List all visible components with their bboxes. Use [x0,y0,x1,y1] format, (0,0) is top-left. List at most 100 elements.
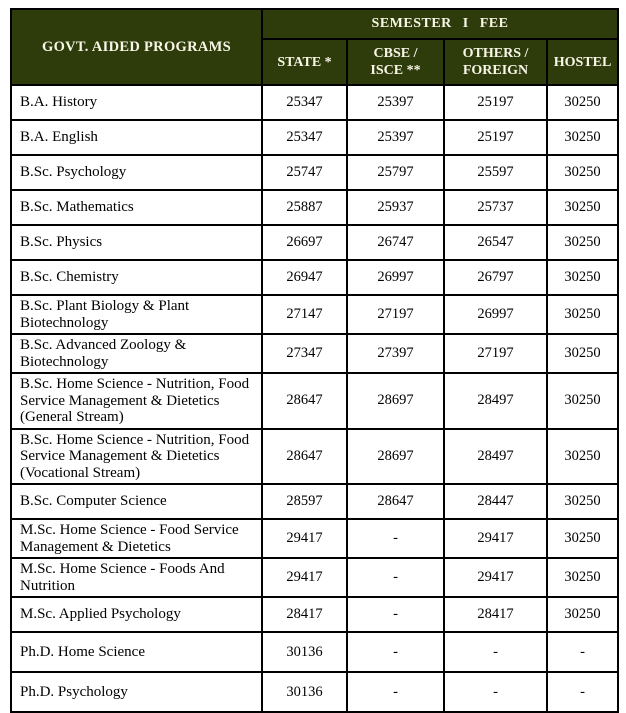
table-row: M.Sc. Applied Psychology 28417-28417 30250 [10,596,619,633]
hostel-fee-cell: 30250 [546,189,619,226]
table-row: B.Sc. Plant Biology & Plant Biotechnolog… [10,294,619,335]
cbse-isce-fee-cell: 26747 [346,224,445,261]
others-foreign-fee-cell: - [443,631,548,673]
table-row: M.Sc. Home Science - Foods And Nutrition… [10,557,619,598]
others-foreign-fee-cell: 28417 [443,596,548,633]
others-foreign-fee-cell: 25197 [443,84,548,121]
table-row: B.Sc. Home Science - Nutrition, Food Ser… [10,372,619,430]
program-name-cell: Ph.D. Home Science [10,631,263,673]
table-row: B.Sc. Psychology 25747 25797 25597 30250 [10,154,619,191]
cbse-isce-fee-cell: 25937 [346,189,445,226]
others-foreign-fee-cell: 26997 [443,294,548,335]
cbse-isce-fee-cell: 28647 [346,483,445,520]
state-fee-cell: 30136 [261,631,348,673]
hostel-fee-cell: 30250 [546,224,619,261]
cbse-isce-fee-cell: - [346,631,445,673]
program-name-cell: B.Sc. Computer Science [10,483,263,520]
cbse-isce-fee-cell: - [346,671,445,713]
hostel-fee-cell: 30250 [546,518,619,559]
table-header: GOVT. AIDED PROGRAMS SEMESTER I FEE STAT… [10,8,619,86]
others-foreign-fee-cell: 28497 [443,427,548,485]
cbse-isce-fee-cell: 27397 [346,333,445,374]
program-name-cell: Ph.D. Psychology [10,671,263,713]
others-foreign-fee-cell: 28447 [443,483,548,520]
state-fee-cell: 28597 [261,483,348,520]
table-body: B.A. History 25347 25397 25197 30250 B.A. Eng… [10,84,619,713]
program-name-cell: B.Sc. Plant Biology & Plant Biotechnolog… [10,294,263,335]
others-foreign-column-header: OTHERS / FOREIGN [443,38,548,86]
cbse-isce-fee-cell: - [346,557,445,598]
others-foreign-fee-cell: 27197 [443,333,548,374]
table-row: B.Sc. Mathematics 25887 25937 25737 30250 [10,189,619,226]
others-foreign-fee-cell: 26547 [443,224,548,261]
header-row-sub: STATE * CBSE / ISCE ** OTHERS / FOREIGN … [11,38,619,86]
program-name-cell: B.Sc. Psychology [10,154,263,191]
cbse-isce-fee-cell: 26997 [346,259,445,296]
cbse-isce-fee-cell: - [346,596,445,633]
table-row: B.Sc. Physics 26697 26747 26547 30250 [10,224,619,261]
program-name-cell: B.Sc. Advanced Zoology & Biotechnology [10,333,263,374]
program-name-cell: B.Sc. Chemistry [10,259,263,296]
others-foreign-fee-cell: 25737 [443,189,548,226]
program-name-cell: M.Sc. Applied Psychology [10,596,263,633]
hostel-column-header: HOSTEL [546,38,619,86]
hostel-fee-cell: - [546,671,619,713]
others-foreign-fee-cell: 25597 [443,154,548,191]
state-fee-cell: 25347 [261,84,348,121]
program-column-header: GOVT. AIDED PROGRAMS [10,8,263,86]
state-fee-cell: 29417 [261,557,348,598]
state-fee-cell: 25347 [261,119,348,156]
others-foreign-fee-cell: - [443,671,548,713]
cbse-isce-fee-cell: 28697 [346,372,445,430]
cbse-isce-fee-cell: 25797 [346,154,445,191]
cbse-isce-fee-cell: 27197 [346,294,445,335]
hostel-fee-cell: - [546,631,619,673]
state-fee-cell: 26697 [261,224,348,261]
table-row: Ph.D. Home Science 30136- - - [10,631,619,673]
table-row: B.Sc. Chemistry 26947 26997 26797 30250 [10,259,619,296]
table-row: B.Sc. Home Science - Nutrition, Food Ser… [10,427,619,485]
table-row: B.A. History 25347 25397 25197 30250 [10,84,619,121]
table-row: B.A. English 25347 25397 25197 30250 [10,119,619,156]
cbse-isce-fee-cell: 25397 [346,119,445,156]
program-name-cell: B.Sc. Home Science - Nutrition, Food Ser… [10,372,263,430]
hostel-fee-cell: 30250 [546,84,619,121]
others-foreign-fee-cell: 29417 [443,557,548,598]
table-row: B.Sc. Advanced Zoology & Biotechnology 27… [10,333,619,374]
others-foreign-fee-cell: 29417 [443,518,548,559]
program-name-cell: B.A. History [10,84,263,121]
cbse-isce-fee-cell: 28697 [346,427,445,485]
hostel-fee-cell: 30250 [546,333,619,374]
program-name-cell: M.Sc. Home Science - Food Service Manage… [10,518,263,559]
hostel-fee-cell: 30250 [546,372,619,430]
table-row: B.Sc. Computer Science 28597 28647 28447 302… [10,483,619,520]
state-fee-cell: 25887 [261,189,348,226]
program-name-cell: B.Sc. Home Science - Nutrition, Food Ser… [10,427,263,485]
cbse-isce-fee-cell: 25397 [346,84,445,121]
header-row-top: GOVT. AIDED PROGRAMS SEMESTER I FEE [10,8,619,86]
program-name-cell: B.A. English [10,119,263,156]
state-fee-cell: 29417 [261,518,348,559]
fee-table: GOVT. AIDED PROGRAMS SEMESTER I FEE STAT… [10,8,619,713]
hostel-fee-cell: 30250 [546,557,619,598]
state-fee-cell: 27147 [261,294,348,335]
program-name-cell: B.Sc. Physics [10,224,263,261]
hostel-fee-cell: 30250 [546,119,619,156]
table-row: M.Sc. Home Science - Food Service Manage… [10,518,619,559]
program-name-cell: B.Sc. Mathematics [10,189,263,226]
state-fee-cell: 30136 [261,671,348,713]
others-foreign-fee-cell: 28497 [443,372,548,430]
state-fee-cell: 25747 [261,154,348,191]
hostel-fee-cell: 30250 [546,154,619,191]
others-foreign-fee-cell: 26797 [443,259,548,296]
others-foreign-fee-cell: 25197 [443,119,548,156]
table-row: Ph.D. Psychology 30136- - - [10,671,619,713]
cbse-isce-column-header: CBSE / ISCE ** [346,38,445,86]
state-fee-cell: 28647 [261,427,348,485]
state-fee-cell: 26947 [261,259,348,296]
hostel-fee-cell: 30250 [546,596,619,633]
state-fee-cell: 27347 [261,333,348,374]
hostel-fee-cell: 30250 [546,427,619,485]
state-column-header: STATE * [261,38,348,86]
semester-fee-header: SEMESTER I FEE [261,8,619,40]
